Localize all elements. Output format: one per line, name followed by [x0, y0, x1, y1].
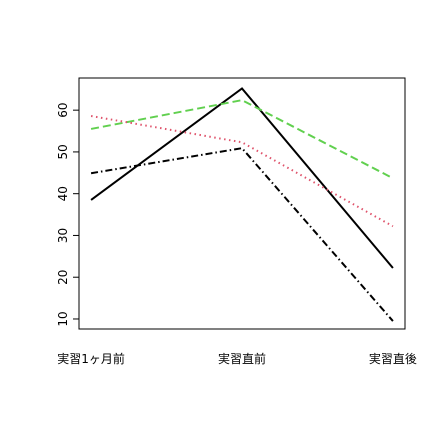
y-tick-label: 10: [56, 311, 70, 326]
plot-box: [78, 77, 406, 330]
y-tick-label: 30: [56, 228, 70, 243]
y-tick-label: 60: [56, 103, 70, 118]
x-tick-label: 実習1ヶ月前: [57, 351, 125, 366]
y-tick-label: 50: [56, 144, 70, 159]
series-line: [90, 147, 394, 322]
x-tick-label: 実習直後: [369, 351, 417, 366]
series-line: [90, 87, 394, 269]
x-tick-label: 実習直前: [218, 351, 266, 366]
y-tick-label: 20: [56, 270, 70, 285]
series-line: [90, 99, 394, 180]
y-tick-label: 40: [56, 186, 70, 201]
series-line: [90, 115, 394, 228]
